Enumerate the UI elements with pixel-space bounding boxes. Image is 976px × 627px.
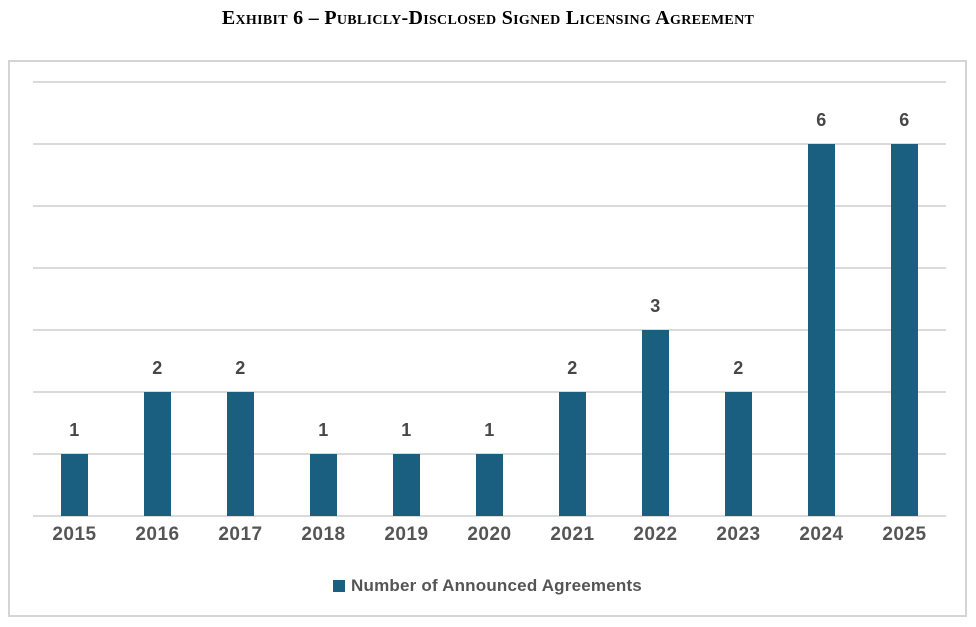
- bar-value-label: 2: [567, 358, 578, 378]
- bar-2023: [725, 392, 752, 516]
- bar-value-label: 6: [899, 110, 910, 130]
- bar-value-label: 2: [152, 358, 163, 378]
- x-axis-label: 2024: [799, 524, 844, 545]
- x-axis-label: 2018: [301, 524, 346, 545]
- bar-2022: [642, 330, 669, 516]
- bar-2015: [61, 454, 88, 516]
- x-axis-label: 2017: [218, 524, 263, 545]
- bar-2018: [310, 454, 337, 516]
- x-axis-label: 2025: [882, 524, 927, 545]
- gridline: [33, 205, 946, 207]
- bar-2020: [476, 454, 503, 516]
- gridline: [33, 143, 946, 145]
- legend-label: Number of Announced Agreements: [351, 576, 642, 595]
- bar-value-label: 2: [733, 358, 744, 378]
- bar-2021: [559, 392, 586, 516]
- legend-swatch-icon: [333, 580, 346, 592]
- bar-value-label: 6: [816, 110, 827, 130]
- gridline: [33, 391, 946, 393]
- x-axis-label: 2015: [52, 524, 97, 545]
- bar-2019: [393, 454, 420, 516]
- bar-2017: [227, 392, 254, 516]
- bar-value-label: 1: [401, 420, 412, 440]
- plot-area: 1 2015 2 2016 2 2017 1 2018 1 2019 1 2020 2 2021 3 2022…: [10, 62, 965, 615]
- bar-2025: [891, 144, 918, 516]
- x-axis-label: 2022: [633, 524, 678, 545]
- x-axis-label: 2023: [716, 524, 761, 545]
- bar-2024: [808, 144, 835, 516]
- bar-value-label: 1: [69, 420, 80, 440]
- x-axis-label: 2016: [135, 524, 180, 545]
- x-axis-label: 2020: [467, 524, 512, 545]
- bar-value-label: 1: [484, 420, 495, 440]
- x-axis-label: 2021: [550, 524, 595, 545]
- bar-value-label: 3: [650, 296, 661, 316]
- gridline: [33, 329, 946, 331]
- gridline: [33, 515, 946, 517]
- gridline: [33, 267, 946, 269]
- bar-value-label: 1: [318, 420, 329, 440]
- chart-legend: Number of Announced Agreements: [10, 576, 965, 596]
- bar-2016: [144, 392, 171, 516]
- gridline: [33, 81, 946, 83]
- page-title: Exhibit 6 – Publicly-Disclosed Signed Li…: [221, 7, 755, 29]
- x-axis-label: 2019: [384, 524, 429, 545]
- chart-container: 1 2015 2 2016 2 2017 1 2018 1 2019 1 2020 2 2021 3 2022…: [8, 60, 967, 617]
- bar-value-label: 2: [235, 358, 246, 378]
